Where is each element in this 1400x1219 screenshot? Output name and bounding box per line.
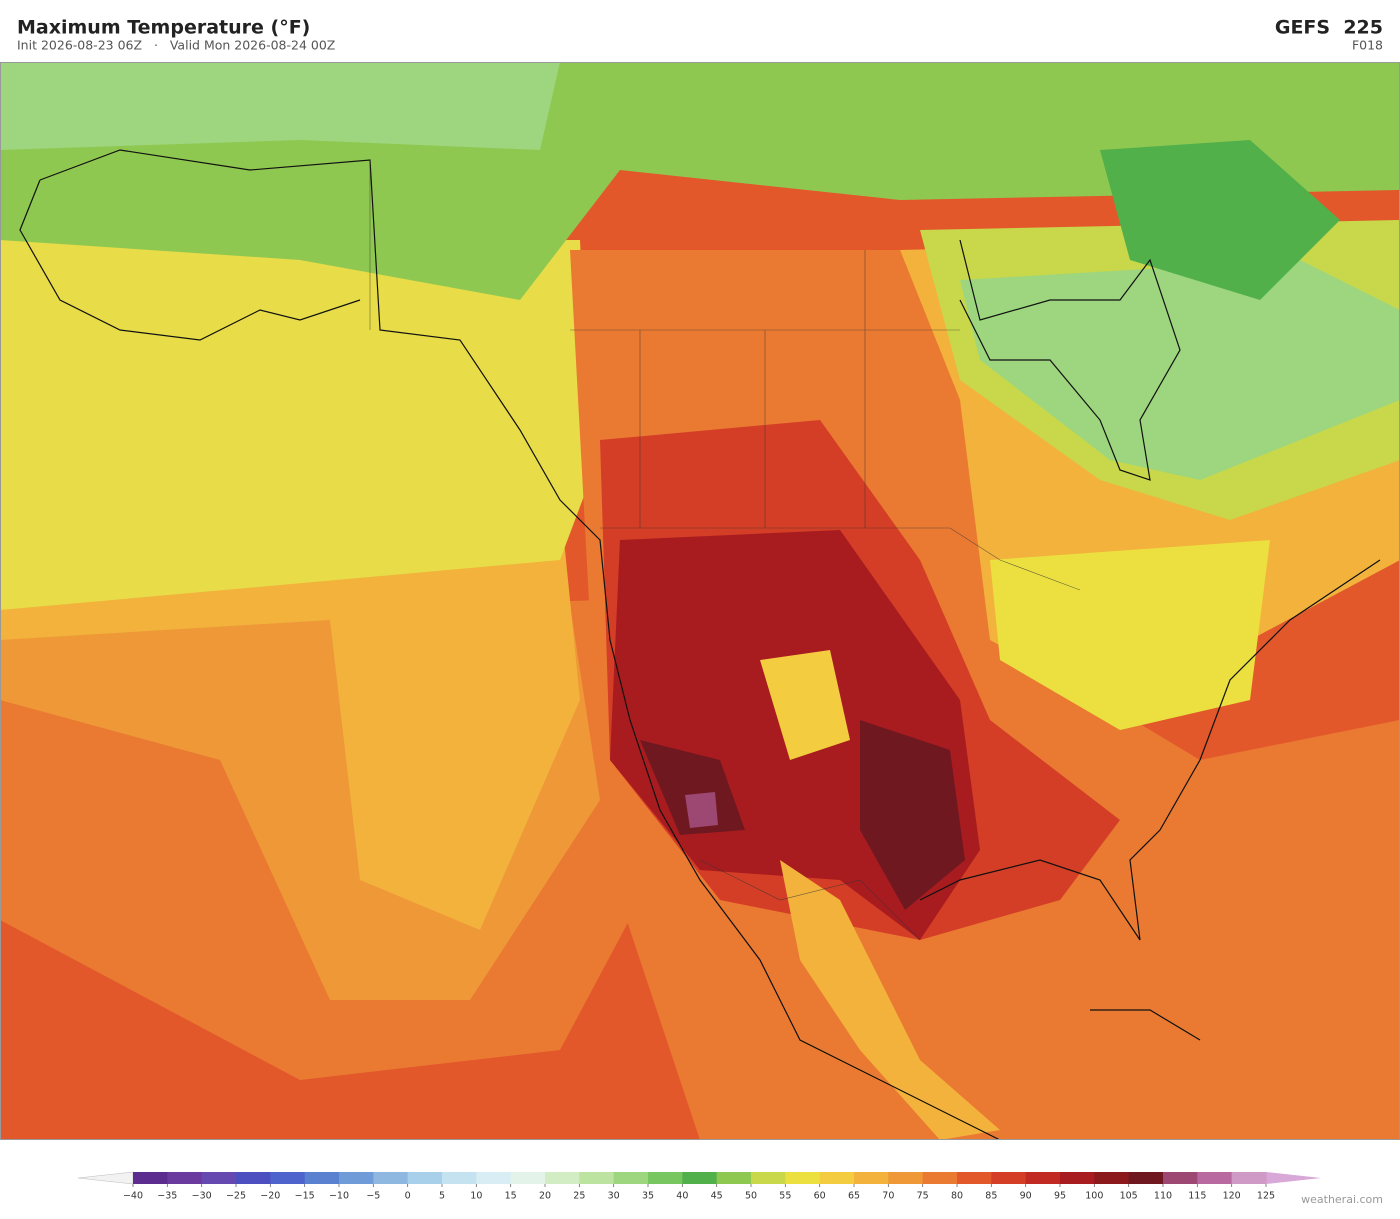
colorbar-over bbox=[1266, 1172, 1321, 1184]
colorbar-tick-label: −20 bbox=[260, 1191, 280, 1202]
colorbar-swatch bbox=[304, 1172, 340, 1184]
colorbar-tick-label: 55 bbox=[779, 1191, 791, 1202]
coastlines bbox=[19, 149, 1381, 1140]
colorbar-swatch bbox=[1025, 1172, 1061, 1184]
colorbar-tick-label: 60 bbox=[814, 1191, 826, 1202]
colorbar-tick-label: 70 bbox=[882, 1191, 894, 1202]
colorbar-tick-label: −5 bbox=[366, 1191, 380, 1202]
colorbar-tick-label: 10 bbox=[470, 1191, 482, 1202]
temperature-field bbox=[685, 792, 718, 828]
model-name: GEFS 225 bbox=[1275, 17, 1383, 39]
borders bbox=[369, 160, 1081, 941]
colorbar-tick-label: −25 bbox=[226, 1191, 246, 1202]
colorbar-swatch bbox=[373, 1172, 409, 1184]
colorbar-swatch bbox=[545, 1172, 580, 1184]
temperature-field bbox=[760, 650, 850, 760]
colorbar-swatch bbox=[682, 1172, 718, 1184]
colorbar-tick-label: −10 bbox=[329, 1191, 349, 1202]
colorbar-tick-label: 105 bbox=[1120, 1191, 1138, 1202]
colorbar-tick-label: 75 bbox=[917, 1191, 929, 1202]
temperature-field bbox=[960, 260, 1400, 480]
colorbar-tick-label: −40 bbox=[123, 1191, 143, 1202]
coastline bbox=[1090, 1009, 1201, 1041]
colorbar-swatch bbox=[442, 1172, 477, 1184]
colorbar-swatch bbox=[1231, 1172, 1267, 1184]
colorbar-swatch bbox=[270, 1172, 306, 1184]
colorbar-tick-label: 65 bbox=[848, 1191, 860, 1202]
border bbox=[600, 527, 1081, 591]
temperature-field bbox=[1100, 140, 1340, 300]
coastline bbox=[39, 149, 1001, 1140]
colorbar-swatch bbox=[888, 1172, 924, 1184]
forecast-hour: F018 bbox=[1352, 38, 1383, 53]
credit: weatherai.com bbox=[1301, 1193, 1383, 1206]
colorbar-tick-label: 35 bbox=[642, 1191, 654, 1202]
temperature-field bbox=[640, 740, 745, 835]
colorbar-swatch bbox=[510, 1172, 546, 1184]
colorbar-swatch bbox=[1060, 1172, 1095, 1184]
coastline bbox=[19, 179, 361, 341]
colorbar-tick-label: 50 bbox=[745, 1191, 757, 1202]
colorbar-tick-label: 20 bbox=[539, 1191, 551, 1202]
colorbar-tick-label: 115 bbox=[1188, 1191, 1206, 1202]
colorbar-swatch bbox=[613, 1172, 649, 1184]
colorbar-swatch bbox=[785, 1172, 821, 1184]
map bbox=[0, 62, 1400, 1140]
colorbar-tick-label: 30 bbox=[608, 1191, 620, 1202]
colorbar-swatch bbox=[648, 1172, 683, 1184]
colorbar-swatch bbox=[1094, 1172, 1130, 1184]
colorbar-tick-label: −30 bbox=[192, 1191, 212, 1202]
colorbar-tick-label: 125 bbox=[1257, 1191, 1275, 1202]
colorbar-tick-label: 85 bbox=[985, 1191, 997, 1202]
colorbar-tick-label: −35 bbox=[157, 1191, 177, 1202]
colorbar-tick-label: 90 bbox=[1020, 1191, 1032, 1202]
colorbar-tick-label: 0 bbox=[405, 1191, 411, 1202]
colorbar-tick-label: 95 bbox=[1054, 1191, 1066, 1202]
colorbar-swatch bbox=[957, 1172, 992, 1184]
colorbar-under bbox=[77, 1171, 134, 1185]
colorbar-swatch bbox=[476, 1172, 512, 1184]
colorbar-tick-label: 110 bbox=[1154, 1191, 1172, 1202]
colorbar-swatch bbox=[991, 1172, 1027, 1184]
coastline bbox=[959, 239, 1181, 481]
colorbar-tick-label: 80 bbox=[951, 1191, 963, 1202]
colorbar-swatch bbox=[1197, 1172, 1233, 1184]
colorbar-swatch bbox=[751, 1172, 786, 1184]
colorbar-tick-label: 5 bbox=[439, 1191, 445, 1202]
colorbar-tick-label: 40 bbox=[676, 1191, 688, 1202]
temperature-field bbox=[780, 860, 1000, 1140]
colorbar-swatch bbox=[167, 1172, 203, 1184]
border bbox=[699, 859, 921, 941]
colorbar-swatch bbox=[922, 1172, 958, 1184]
colorbar-swatch bbox=[854, 1172, 889, 1184]
temperature-field bbox=[0, 240, 590, 610]
coastline bbox=[919, 559, 1381, 941]
title: Maximum Temperature (°F) bbox=[17, 17, 310, 39]
colorbar-tick-label: 25 bbox=[573, 1191, 585, 1202]
colorbar: −40 −35 −30 −25 −20 −15 −10 −5 0 5 10 15 20 25 30 35 40 4… bbox=[77, 1171, 1321, 1202]
colorbar-swatch bbox=[201, 1172, 237, 1184]
subtitle: Init 2026-08-23 06Z · Valid Mon 2026-08-… bbox=[17, 38, 335, 53]
colorbar-tick-label: 15 bbox=[505, 1191, 517, 1202]
colorbar-tick-label: 45 bbox=[711, 1191, 723, 1202]
colorbar-swatch bbox=[339, 1172, 374, 1184]
colorbar-swatch bbox=[579, 1172, 615, 1184]
colorbar-tick-label: 100 bbox=[1085, 1191, 1103, 1202]
colorbar-tick-label: −15 bbox=[295, 1191, 315, 1202]
temperature-field bbox=[860, 720, 965, 910]
border bbox=[570, 250, 960, 528]
colorbar-swatch bbox=[407, 1172, 443, 1184]
colorbar-tick-label: 120 bbox=[1223, 1191, 1241, 1202]
colorbar-swatch bbox=[1128, 1172, 1164, 1184]
temperature-field bbox=[0, 62, 560, 150]
colorbar-swatch bbox=[133, 1172, 168, 1184]
temperature-field bbox=[0, 500, 580, 930]
colorbar-swatch bbox=[1163, 1172, 1198, 1184]
temperature-field bbox=[990, 540, 1270, 730]
colorbar-swatch bbox=[236, 1172, 271, 1184]
colorbar-swatch bbox=[819, 1172, 855, 1184]
colorbar-swatch bbox=[716, 1172, 752, 1184]
